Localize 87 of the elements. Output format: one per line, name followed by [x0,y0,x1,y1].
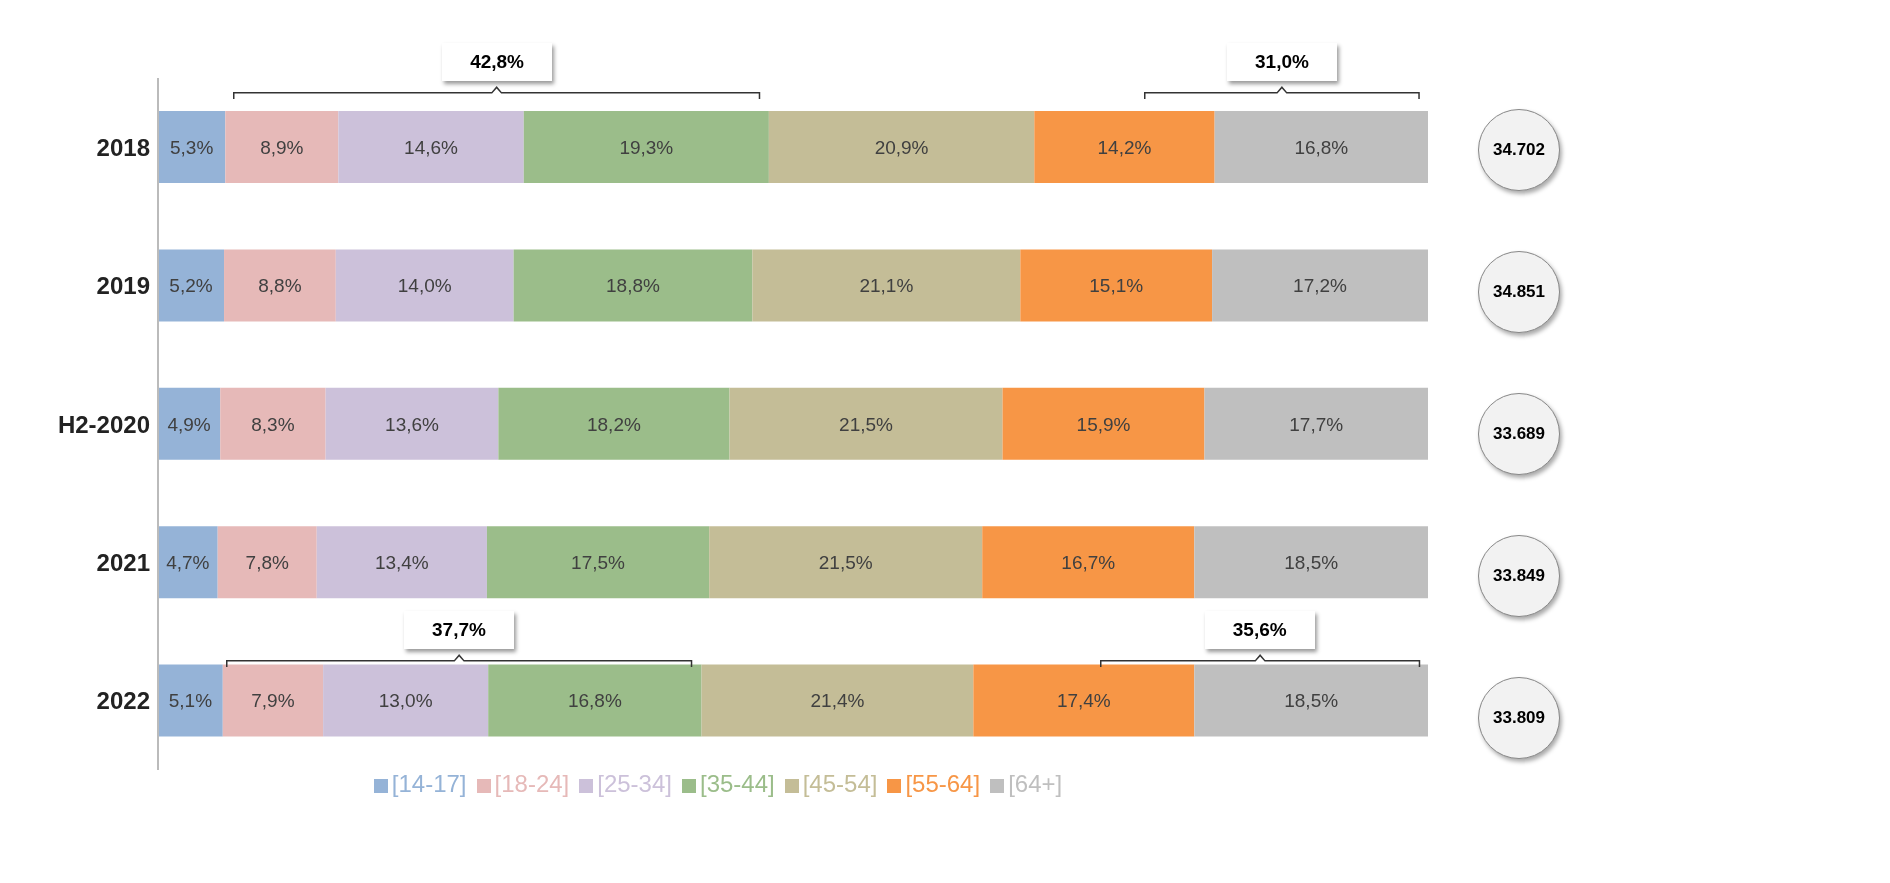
legend-label: [45-54] [802,770,878,797]
data-label: 14,0% [397,275,452,297]
data-label: 13,0% [378,690,433,712]
bar [973,664,1195,737]
data-label: 4,7% [166,551,210,573]
data-label: 17,5% [571,551,626,573]
y-tick-label: 2021 [96,548,150,576]
legend-label: [18-24] [494,770,570,797]
data-label: 19,3% [619,136,674,158]
bar [1214,111,1428,183]
data-label: 8,9% [260,136,304,158]
bar [1194,526,1428,599]
bar [158,387,221,460]
data-label: 18,2% [586,413,641,435]
bar [1020,249,1213,322]
bar [158,526,218,599]
y-tick-label: 2022 [96,687,150,715]
circle-badge: 33.809 [1478,677,1560,759]
data-label: 16,8% [567,690,622,712]
bar [325,387,499,460]
data-label: 18,8% [606,275,661,297]
text: 31,0% [1226,43,1337,81]
bar [768,111,1035,183]
bar [335,249,514,322]
data-label: 5,3% [170,136,214,158]
text: 42,8% [442,43,553,81]
bar [729,387,1003,460]
data-label: 4,9% [167,413,211,435]
bar [338,111,524,183]
data-label: 18,5% [1284,551,1339,573]
bar [709,526,983,599]
bar [158,664,223,737]
data-label: 21,5% [839,413,894,435]
y-tick-label: H2-2020 [57,410,150,438]
data-label: 18,5% [1284,690,1339,712]
data-label: 8,3% [251,413,295,435]
legend-label: [64+] [1008,770,1063,797]
y-tick-label: 2018 [96,133,150,161]
data-label: 21,5% [818,551,873,573]
legend-label: [14-17] [391,770,467,797]
y-tick-label: 2019 [96,272,150,300]
data-label: 15,9% [1076,413,1131,435]
data-label: 13,4% [374,551,429,573]
data-label: 5,1% [168,690,213,712]
legend-label: [25-34] [597,770,672,797]
bar [1034,111,1215,183]
legend-label: [35-44] [699,770,775,797]
annotation: 37,7% [403,611,514,649]
legend-label: [55-64] [905,770,981,797]
bar [752,249,1021,322]
data-label: 16,8% [1294,136,1349,158]
data-label: 21,1% [859,275,914,297]
bar [523,111,769,183]
data-label: 17,4% [1056,690,1111,712]
bar [982,526,1195,599]
data-label: 14,6% [404,136,459,158]
bar [158,249,225,322]
bar [498,387,730,460]
data-label: 21,4% [810,690,865,712]
bar [1002,387,1205,460]
data-label: 7,9% [251,690,295,712]
data-label: 5,2% [169,275,213,297]
bar [513,249,753,322]
data-label: 7,8% [245,551,289,573]
bar [217,526,317,599]
bar [158,111,226,183]
bar [486,526,710,599]
bar [701,664,974,737]
data-label: 17,7% [1289,413,1344,435]
data-label: 15,1% [1089,275,1144,297]
data-label: 16,7% [1061,551,1116,573]
data-label: 20,9% [874,136,929,158]
data-label: 8,8% [258,275,302,297]
data-label: 17,2% [1293,275,1348,297]
circle-badge: 34.702 [1478,109,1560,191]
data-label: 13,6% [385,413,440,435]
circle-badge: 34.851 [1478,251,1560,333]
bar [316,526,487,599]
circle-badge: 33.849 [1478,535,1560,617]
annotation: 35,6% [1204,611,1315,649]
circle-badge: 33.689 [1478,393,1560,475]
bar [1204,387,1428,460]
bar [225,111,339,183]
bar [220,387,326,460]
data-label: 14,2% [1097,136,1152,158]
bar [222,664,324,737]
bar [224,249,336,322]
